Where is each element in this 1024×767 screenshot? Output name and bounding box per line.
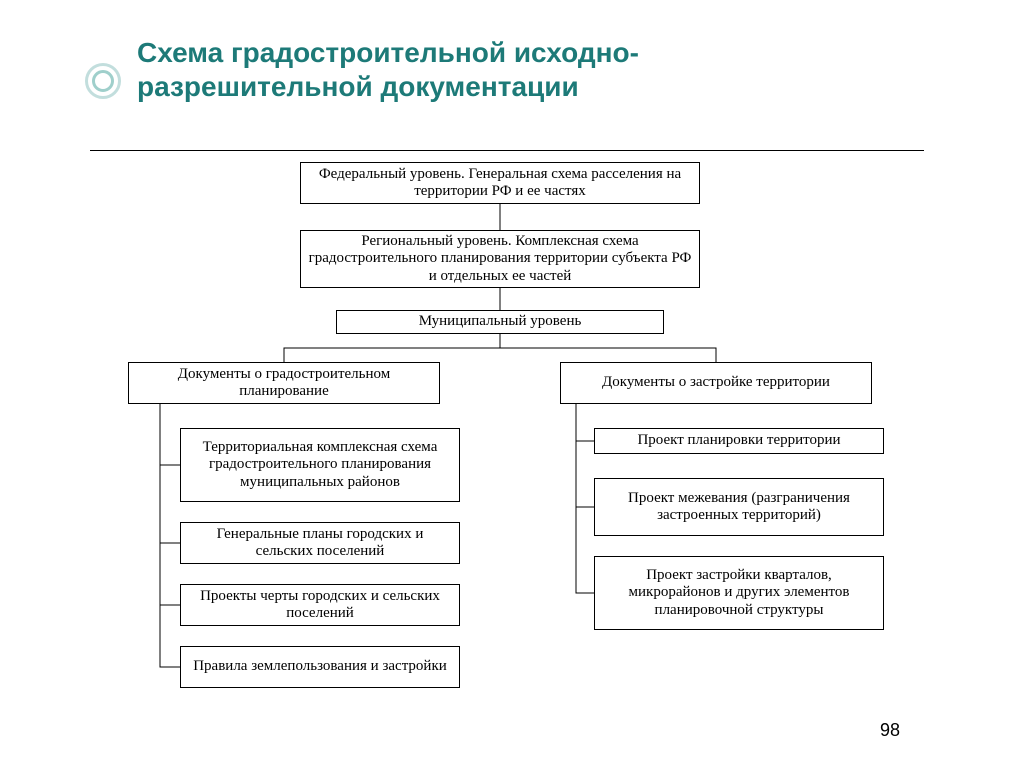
node-n5a: Проект планировки территории <box>594 428 884 454</box>
node-n5b: Проект межевания (разграничения застроен… <box>594 478 884 536</box>
node-n5c: Проект застройки кварталов, микрорайонов… <box>594 556 884 630</box>
node-n4c: Проекты черты городских и сельских посел… <box>180 584 460 626</box>
node-n1: Федеральный уровень. Генеральная схема р… <box>300 162 700 204</box>
node-n2: Региональный уровень. Комплексная схема … <box>300 230 700 288</box>
node-n4a: Территориальная комплексная схема градос… <box>180 428 460 502</box>
node-n3: Муниципальный уровень <box>336 310 664 334</box>
node-n4: Документы о градостроительном планирован… <box>128 362 440 404</box>
node-n4b: Генеральные планы городских и сельских п… <box>180 522 460 564</box>
node-n5: Документы о застройке территории <box>560 362 872 404</box>
slide-title-line2: разрешительной документации <box>137 70 639 104</box>
slide-title-line1: Схема градостроительной исходно- <box>137 36 639 70</box>
title-bullet-inner <box>92 70 114 92</box>
node-n4d: Правила землепользования и застройки <box>180 646 460 688</box>
title-underline <box>90 150 924 151</box>
slide-title: Схема градостроительной исходно- разреши… <box>137 36 639 104</box>
page-number: 98 <box>880 720 900 741</box>
